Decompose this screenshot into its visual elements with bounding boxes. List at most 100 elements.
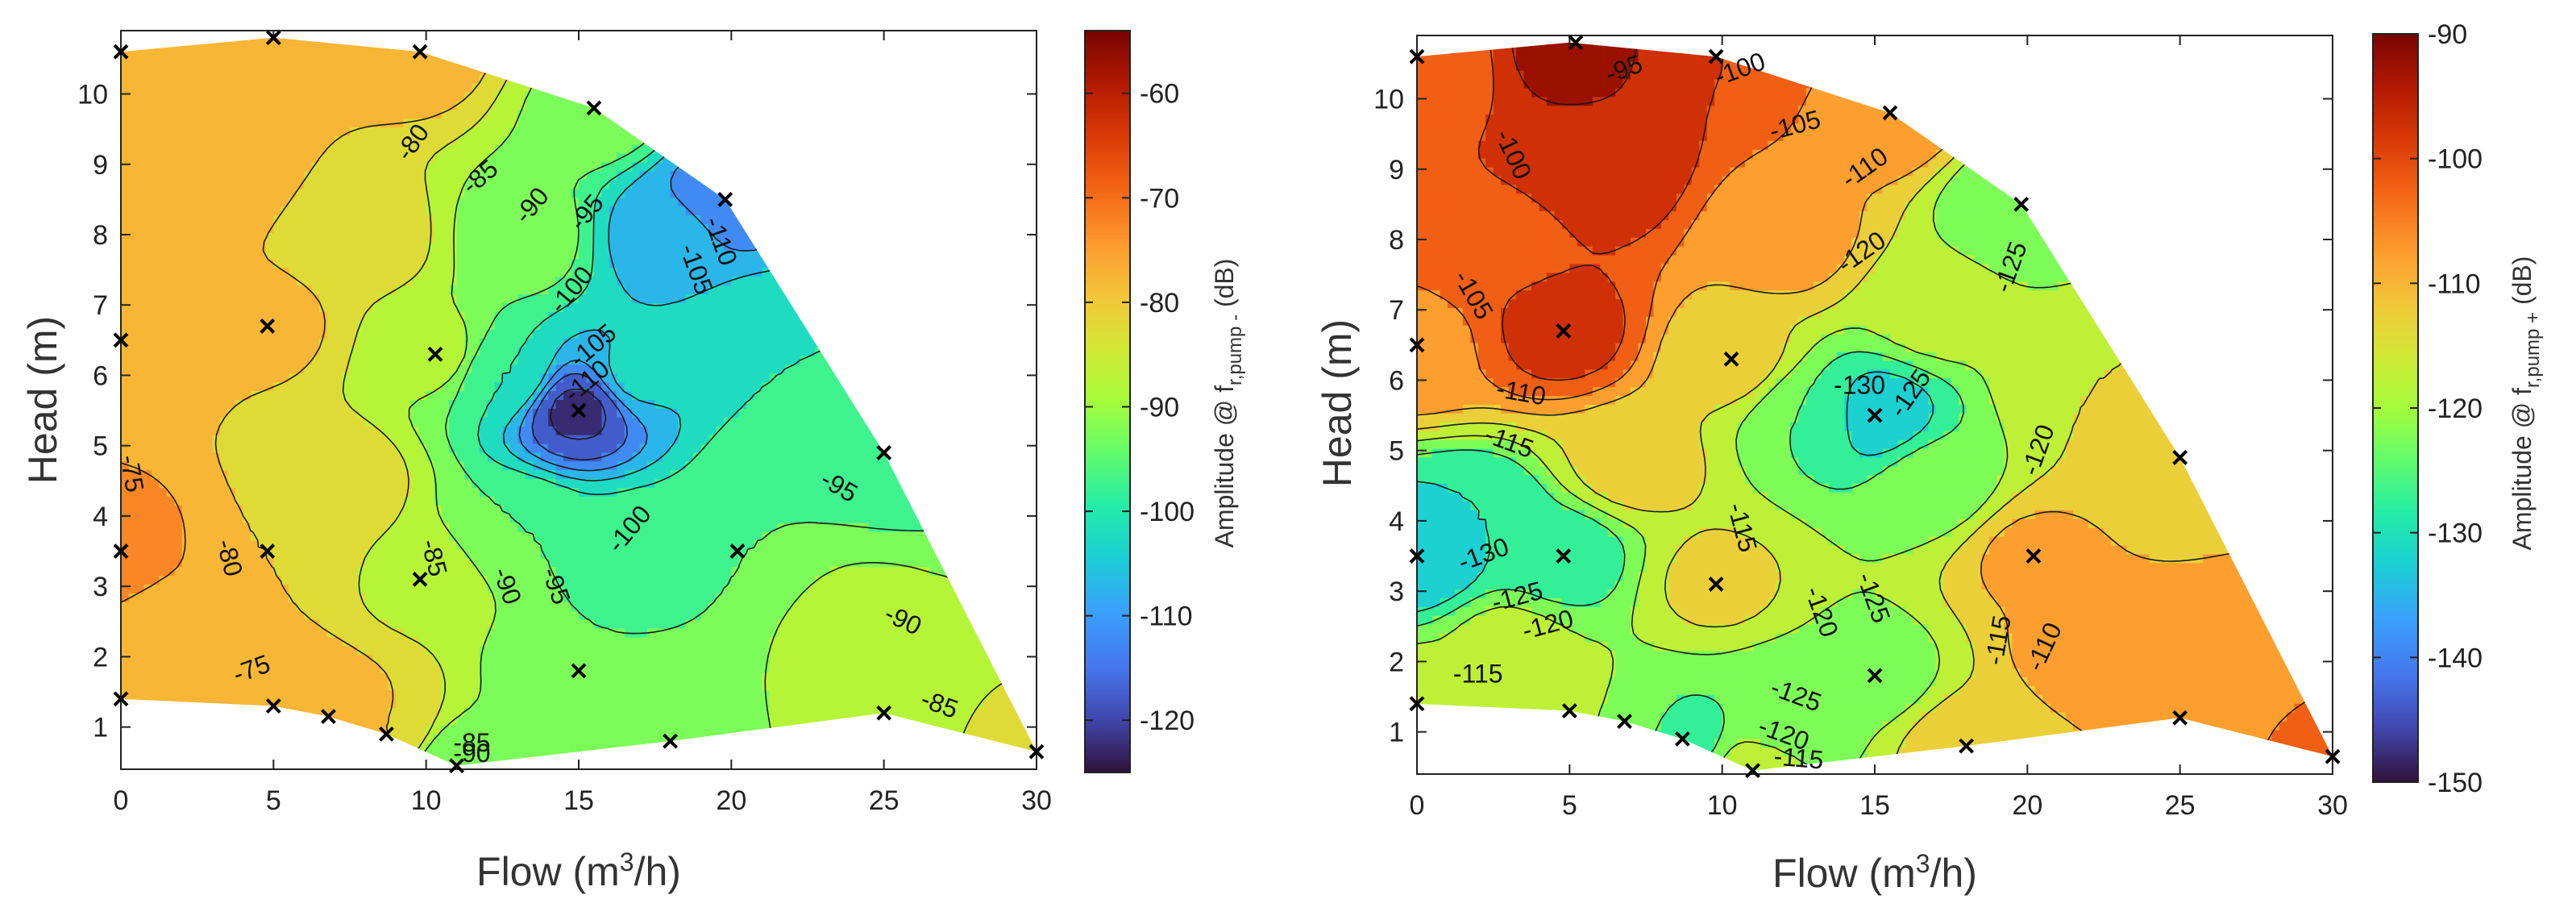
contour-cell bbox=[258, 101, 267, 110]
contour-cell bbox=[319, 180, 328, 189]
contour-cell bbox=[280, 74, 289, 85]
contour-cell bbox=[685, 285, 694, 295]
contour-cell bbox=[128, 277, 137, 286]
contour-cell bbox=[517, 382, 526, 392]
contour-cell bbox=[663, 189, 671, 198]
contour-cell bbox=[434, 153, 442, 164]
contour-cell bbox=[326, 250, 335, 260]
contour-cell bbox=[410, 277, 419, 286]
contour-cell bbox=[762, 268, 771, 277]
contour-cell bbox=[265, 347, 274, 357]
contour-cell bbox=[197, 347, 206, 357]
contour-cell bbox=[388, 144, 397, 155]
contour-cell bbox=[700, 250, 709, 260]
contour-cell bbox=[434, 259, 442, 269]
contour-cell bbox=[487, 153, 496, 164]
contour-cell bbox=[540, 338, 549, 348]
contour-cell bbox=[601, 223, 610, 234]
contour-cell bbox=[388, 223, 397, 234]
contour-cell bbox=[708, 215, 717, 225]
contour-cell bbox=[525, 338, 534, 348]
contour-cell bbox=[395, 48, 404, 58]
contour-cell bbox=[579, 162, 588, 173]
contour-cell bbox=[334, 162, 343, 173]
contour-cell bbox=[426, 180, 434, 189]
contour-cell bbox=[220, 180, 229, 189]
contour-cell bbox=[166, 311, 175, 322]
contour-cell bbox=[441, 391, 450, 401]
contour-cell bbox=[342, 329, 351, 339]
contour-cell bbox=[586, 127, 595, 137]
contour-cell bbox=[121, 303, 130, 313]
contour-cell bbox=[243, 285, 251, 295]
contour-cell bbox=[517, 162, 526, 173]
contour-cell bbox=[555, 135, 564, 146]
contour-cell bbox=[265, 232, 274, 243]
contour-cell bbox=[624, 162, 633, 173]
contour-cell bbox=[342, 250, 351, 260]
contour-cell bbox=[357, 391, 366, 401]
contour-cell bbox=[311, 382, 320, 392]
contour-cell bbox=[304, 373, 313, 383]
contour-cell bbox=[769, 338, 778, 348]
contour-cell bbox=[334, 268, 343, 277]
contour-cell bbox=[639, 364, 648, 374]
contour-cell bbox=[205, 250, 214, 260]
contour-cell bbox=[639, 162, 648, 173]
contour-cell bbox=[593, 329, 602, 339]
contour-cell bbox=[464, 294, 473, 304]
contour-cell bbox=[708, 277, 717, 286]
contour-cell bbox=[265, 259, 274, 269]
contour-cell bbox=[754, 347, 762, 357]
contour-cell bbox=[479, 162, 488, 173]
contour-cell bbox=[372, 329, 381, 339]
contour-cell bbox=[197, 48, 206, 58]
contour-cell bbox=[380, 189, 388, 198]
contour-cell bbox=[540, 198, 549, 207]
contour-cell bbox=[372, 303, 381, 313]
contour-cell bbox=[479, 153, 488, 164]
contour-cell bbox=[166, 74, 175, 85]
contour-cell bbox=[166, 268, 175, 277]
contour-cell bbox=[181, 110, 190, 119]
contour-cell bbox=[326, 74, 335, 85]
contour-cell bbox=[685, 391, 694, 401]
contour-cell bbox=[135, 153, 144, 164]
contour-cell bbox=[617, 320, 625, 331]
contour-cell bbox=[143, 162, 152, 173]
contour-cell bbox=[670, 198, 679, 207]
contour-cell bbox=[372, 338, 381, 348]
contour-cell bbox=[319, 101, 328, 110]
contour-cell bbox=[494, 171, 503, 181]
contour-cell bbox=[449, 119, 458, 128]
contour-cell bbox=[273, 110, 282, 119]
contour-cell bbox=[678, 338, 687, 348]
contour-cell bbox=[494, 338, 503, 348]
contour-cell bbox=[319, 65, 328, 76]
contour-cell bbox=[579, 356, 588, 365]
contour-cell bbox=[258, 206, 267, 216]
contour-cell bbox=[472, 285, 480, 295]
contour-cell bbox=[586, 356, 595, 365]
contour-cell bbox=[143, 250, 152, 260]
contour-cell bbox=[762, 277, 771, 286]
contour-cell bbox=[220, 391, 229, 401]
contour-cell bbox=[334, 39, 343, 49]
contour-cell bbox=[235, 119, 244, 128]
contour-cell bbox=[395, 250, 404, 260]
contour-cell bbox=[593, 338, 602, 348]
contour-cell bbox=[426, 92, 434, 102]
contour-cell bbox=[372, 347, 381, 357]
contour-cell bbox=[189, 382, 198, 392]
contour-cell bbox=[579, 206, 588, 216]
contour-cell bbox=[555, 259, 564, 269]
contour-cell bbox=[395, 198, 404, 207]
contour-cell bbox=[555, 311, 564, 322]
contour-cell bbox=[151, 356, 160, 365]
contour-cell bbox=[731, 277, 740, 286]
contour-cell bbox=[601, 277, 610, 286]
contour-cell bbox=[548, 347, 557, 357]
contour-cell bbox=[494, 135, 503, 146]
contour-cell bbox=[403, 74, 412, 85]
contour-cell bbox=[388, 56, 397, 67]
